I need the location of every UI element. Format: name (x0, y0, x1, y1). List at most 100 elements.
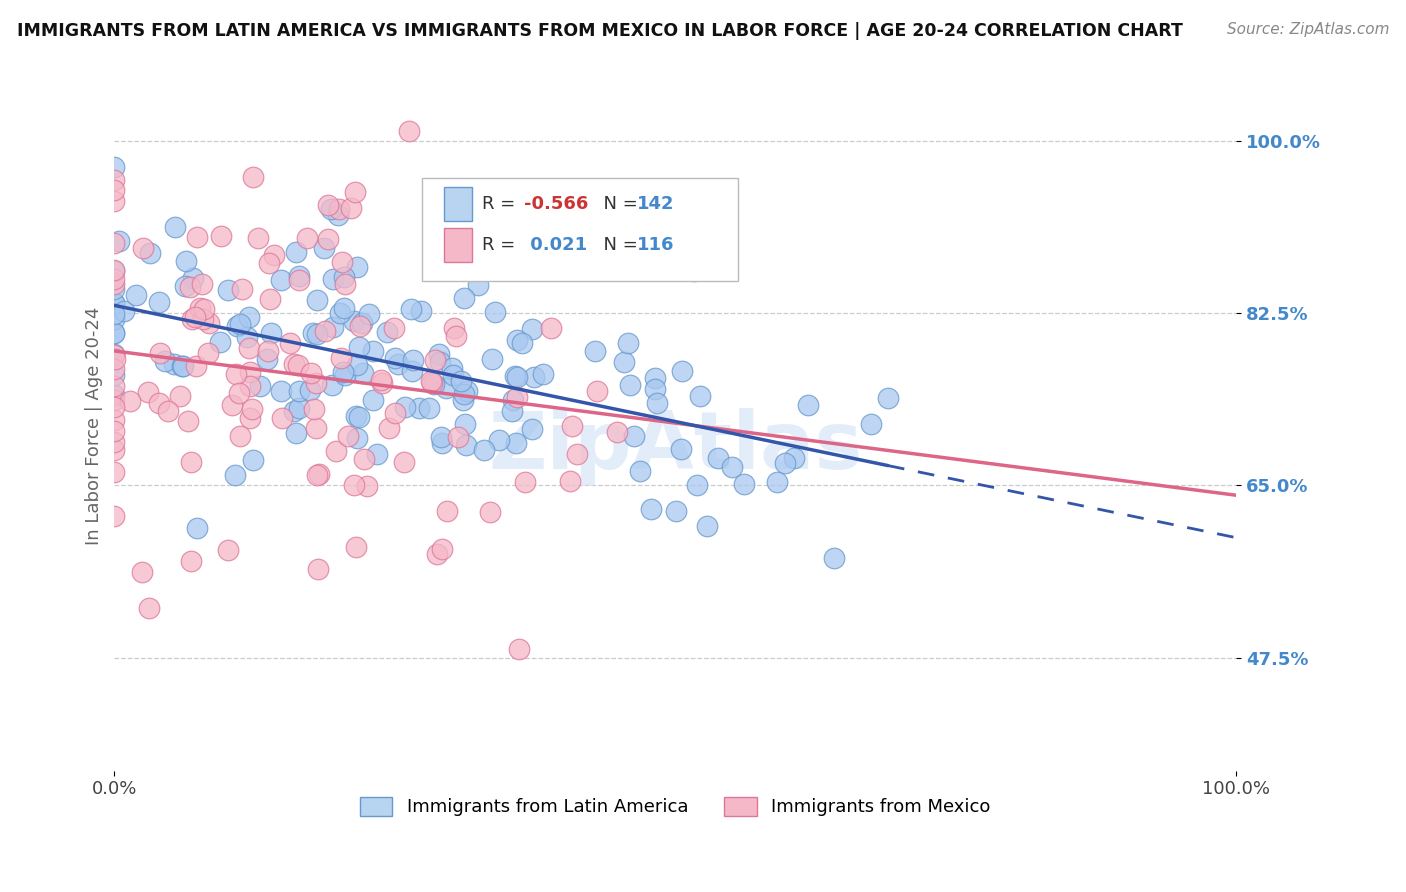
Point (467, 278, 489, 293)
Point (186, 229, 208, 244)
Point (304, 376, 326, 390)
Text: 116: 116 (637, 236, 675, 254)
Point (193, 301, 215, 316)
Point (488, 219, 510, 233)
Point (399, 301, 422, 316)
Point (696, 518, 718, 533)
Point (103, 326, 125, 340)
Point (103, 194, 125, 209)
Point (394, 400, 416, 414)
Point (336, 429, 359, 443)
Point (506, 370, 529, 384)
Point (329, 306, 352, 320)
Point (797, 399, 820, 413)
Point (508, 642, 530, 657)
Point (239, 365, 262, 379)
Point (256, 352, 278, 367)
Point (644, 382, 666, 396)
Point (361, 392, 384, 407)
Point (103, 160, 125, 174)
Point (225, 318, 247, 333)
Point (238, 341, 260, 355)
Point (312, 241, 335, 255)
Point (305, 327, 328, 342)
Point (103, 413, 125, 427)
Point (103, 424, 125, 438)
Point (278, 336, 301, 351)
Point (783, 450, 806, 465)
Point (169, 389, 191, 403)
Point (669, 442, 692, 456)
Point (484, 305, 506, 319)
Point (238, 310, 260, 325)
Point (103, 508, 125, 523)
Point (305, 421, 328, 435)
Point (284, 245, 307, 260)
Point (263, 248, 285, 262)
Text: IMMIGRANTS FROM LATIN AMERICA VS IMMIGRANTS FROM MEXICO IN LABOR FORCE | AGE 20-: IMMIGRANTS FROM LATIN AMERICA VS IMMIGRA… (17, 22, 1182, 40)
Point (138, 385, 160, 400)
Point (228, 385, 250, 400)
Point (513, 475, 536, 490)
Point (231, 282, 253, 296)
Text: N =: N = (592, 195, 644, 213)
Point (180, 554, 202, 568)
Point (429, 430, 451, 444)
Point (103, 393, 125, 408)
Point (103, 307, 125, 321)
Point (561, 419, 583, 434)
Point (371, 376, 394, 390)
Point (860, 417, 883, 431)
Point (103, 282, 125, 296)
Point (287, 384, 309, 398)
Point (503, 369, 526, 384)
Point (375, 325, 398, 339)
Point (344, 409, 367, 423)
Point (181, 270, 204, 285)
Point (522, 322, 544, 336)
Point (162, 357, 184, 371)
Point (295, 231, 318, 245)
Point (347, 409, 370, 424)
Text: N =: N = (592, 236, 644, 254)
Point (184, 310, 207, 325)
Point (558, 474, 581, 488)
Point (370, 373, 392, 387)
Point (239, 411, 262, 425)
Point (326, 208, 349, 222)
Point (288, 273, 311, 287)
Point (531, 367, 554, 381)
Point (522, 422, 544, 436)
Point (103, 400, 125, 414)
Point (149, 345, 172, 359)
Point (773, 456, 796, 470)
Point (304, 402, 326, 417)
Point (640, 502, 662, 516)
Point (157, 403, 180, 417)
Point (322, 272, 344, 286)
Point (257, 256, 280, 270)
Point (384, 406, 406, 420)
Point (103, 295, 125, 310)
Point (585, 384, 607, 398)
Point (242, 452, 264, 467)
Point (224, 468, 246, 483)
Point (107, 234, 129, 248)
Point (174, 254, 197, 268)
Text: -0.566: -0.566 (524, 195, 589, 213)
Point (103, 465, 125, 479)
Point (401, 364, 423, 378)
Point (174, 278, 197, 293)
Point (179, 280, 201, 294)
Point (318, 232, 340, 246)
Point (340, 201, 363, 215)
Point (488, 433, 510, 447)
Point (132, 241, 155, 255)
Point (305, 293, 328, 307)
Point (225, 368, 247, 382)
Point (823, 551, 845, 566)
Point (398, 124, 420, 138)
Point (733, 477, 755, 491)
Point (180, 455, 202, 469)
Point (501, 404, 523, 418)
